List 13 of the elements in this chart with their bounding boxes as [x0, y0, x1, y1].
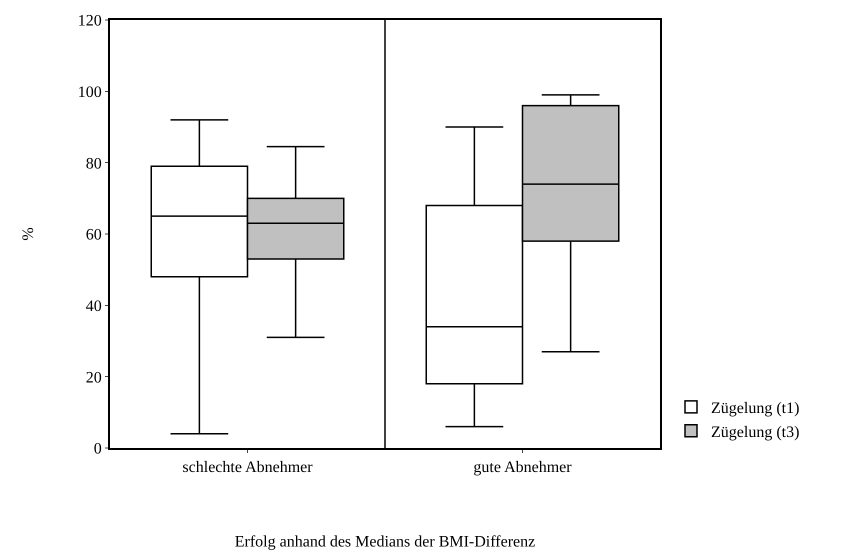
y-tick-label: 0	[94, 440, 102, 458]
y-tick-label: 20	[86, 369, 102, 386]
y-axis-title: %	[20, 227, 38, 241]
legend-label: Zügelung (t1)	[711, 400, 800, 418]
y-tick-label: 120	[78, 12, 102, 30]
y-tick-label: 40	[86, 298, 102, 315]
y-tick-label: 80	[86, 155, 102, 172]
x-tick-label: gute Abnehmer	[473, 459, 572, 476]
y-tick-label: 60	[86, 226, 102, 244]
x-tick-label: schlechte Abnehmer	[182, 459, 314, 476]
x-axis-title: Erfolg anhand des Medians der BMI-Differenz	[234, 533, 536, 550]
legend-label: Zügelung (t3)	[711, 424, 800, 441]
y-tick-label: 100	[78, 84, 102, 101]
